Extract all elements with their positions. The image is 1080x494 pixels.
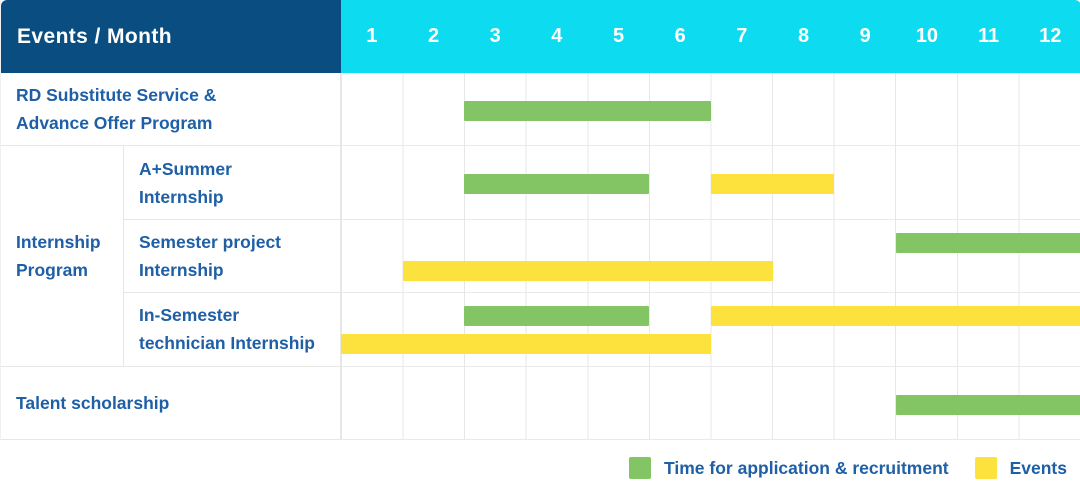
gantt-bar-event — [402, 260, 773, 281]
month-label-2: 2 — [427, 25, 440, 47]
events-month-header-cell: Events / Month — [1, 0, 341, 73]
month-label-9: 9 — [859, 25, 871, 47]
legend-label-events: Events — [1009, 457, 1067, 478]
chart-row-rd-substitute — [341, 73, 1080, 147]
row-label-line: Internship — [139, 259, 224, 280]
recruitment-swatch-icon — [629, 457, 652, 479]
group-label-line: Internship — [16, 231, 101, 252]
row-label-line: A+Summer — [139, 158, 232, 179]
gantt-bar-recruitment — [464, 101, 711, 121]
row-label-line: technician Internship — [139, 333, 315, 354]
group-label-internship-program: Internship Program — [1, 146, 124, 367]
group-label-line: Program — [16, 259, 88, 280]
gantt-bar-event — [711, 306, 1080, 327]
events-swatch-icon — [974, 457, 997, 479]
legend-item-recruitment: Time for application & recruitment — [629, 457, 949, 479]
month-label-1: 1 — [366, 25, 378, 47]
month-label-8: 8 — [797, 25, 810, 47]
gantt-bar-event — [341, 334, 711, 355]
row-label-line: In-Semester — [139, 305, 240, 326]
month-label-3: 3 — [489, 25, 501, 47]
legend-label-recruitment: Time for application & recruitment — [664, 457, 949, 478]
gantt-bar-recruitment — [464, 174, 650, 195]
row-label-line: Semester project — [139, 231, 282, 252]
row-label-line: Internship — [139, 186, 224, 207]
row-label-line: Advance Offer Program — [16, 113, 213, 134]
month-label-6: 6 — [674, 25, 686, 47]
row-label-rd-substitute: RD Substitute Service & Advance Offer Pr… — [1, 73, 341, 147]
month-label-11: 11 — [977, 25, 1000, 47]
row-label-a-plus-summer: A+Summer Internship — [124, 146, 341, 220]
events-month-label: Events / Month — [17, 24, 172, 48]
gantt-bar-event — [711, 174, 835, 195]
month-label-4: 4 — [551, 25, 563, 47]
row-label-semester-project: Semester project Internship — [124, 219, 341, 294]
month-header-row: 1 2 3 4 5 6 7 8 9 10 11 12 — [341, 0, 1080, 73]
month-label-10: 10 — [915, 25, 938, 47]
chart-row-in-semester-technician — [341, 293, 1080, 367]
gantt-bar-recruitment — [896, 394, 1080, 415]
row-label-talent-scholarship: Talent scholarship — [1, 366, 341, 440]
row-label-in-semester-technician: In-Semester technician Internship — [124, 293, 341, 367]
gantt-bar-recruitment — [464, 306, 650, 327]
row-label-line: RD Substitute Service & — [16, 85, 217, 106]
legend-item-events: Events — [974, 457, 1067, 479]
gantt-bar-recruitment — [896, 232, 1080, 253]
row-label-line: Talent scholarship — [16, 392, 170, 413]
month-label-7: 7 — [736, 25, 748, 47]
month-label-5: 5 — [612, 25, 625, 47]
month-label-12: 12 — [1039, 25, 1062, 47]
legend: Time for application & recruitment Event… — [0, 440, 1080, 479]
chart-row-a-plus-summer — [341, 146, 1080, 220]
chart-row-semester-project — [341, 219, 1080, 294]
chart-row-talent-scholarship — [341, 366, 1080, 440]
events-table: Events / Month 1 2 3 4 5 6 7 8 9 10 11 1… — [0, 0, 1080, 440]
